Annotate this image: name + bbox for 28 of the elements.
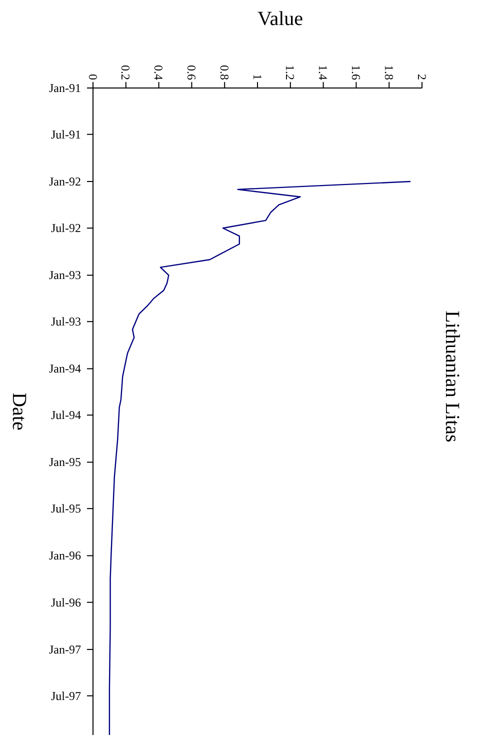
x-tick-label: 1.8 xyxy=(382,65,396,80)
y-tick-label: Jul-96 xyxy=(51,595,81,610)
text: Lithuanian Litas xyxy=(440,310,464,444)
x-tick-label: 1 xyxy=(250,74,264,80)
y-tick-label: Jul-92 xyxy=(51,221,81,236)
y-tick-label: Jul-97 xyxy=(51,688,81,703)
x-tick-label: 0.6 xyxy=(184,65,198,80)
y-tick-label: Jul-93 xyxy=(51,314,81,329)
x-tick-label: 1.4 xyxy=(316,65,330,80)
y-tick-label: Jan-93 xyxy=(49,268,81,282)
x-tick-label: 1.2 xyxy=(283,65,298,80)
x-tick-label: 0.8 xyxy=(217,65,232,80)
y-tick-label: Jan-97 xyxy=(49,642,81,656)
y-tick-label: Jan-91 xyxy=(49,81,81,95)
y-tick-label: Jul-91 xyxy=(51,127,81,142)
x-tick-label: 1.6 xyxy=(348,65,363,80)
y-axis-title: Date xyxy=(8,392,30,430)
y-tick-label: Jan-96 xyxy=(49,548,81,563)
x-tick-label: 0.4 xyxy=(152,65,166,80)
x-tick-label: 0 xyxy=(86,74,100,80)
x-tick-label: 0.2 xyxy=(118,65,133,80)
y-tick-label: Jan-95 xyxy=(49,455,81,470)
x-tick-label: 2 xyxy=(414,74,429,80)
y-tick-label: Jan-94 xyxy=(49,362,81,376)
x-axis-title: Value xyxy=(258,8,304,30)
y-tick-label: Jul-94 xyxy=(51,408,81,422)
y-tick-label: Jul-95 xyxy=(51,502,81,516)
y-tick-label: Jan-92 xyxy=(49,174,81,188)
